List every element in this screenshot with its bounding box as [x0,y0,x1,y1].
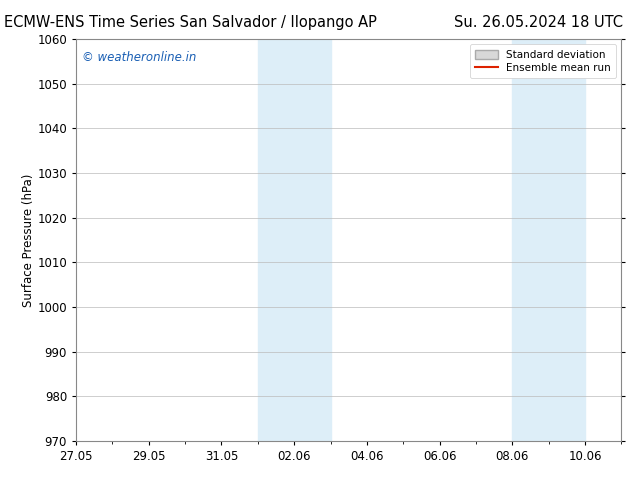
Y-axis label: Surface Pressure (hPa): Surface Pressure (hPa) [22,173,34,307]
Text: © weatheronline.in: © weatheronline.in [82,51,196,64]
Bar [258,39,330,441]
Text: ECMW-ENS Time Series San Salvador / Ilopango AP: ECMW-ENS Time Series San Salvador / Ilop… [4,15,377,30]
Text: Su. 26.05.2024 18 UTC: Su. 26.05.2024 18 UTC [455,15,623,30]
Legend: Standard deviation, Ensemble mean run: Standard deviation, Ensemble mean run [470,45,616,78]
Bar [512,39,585,441]
